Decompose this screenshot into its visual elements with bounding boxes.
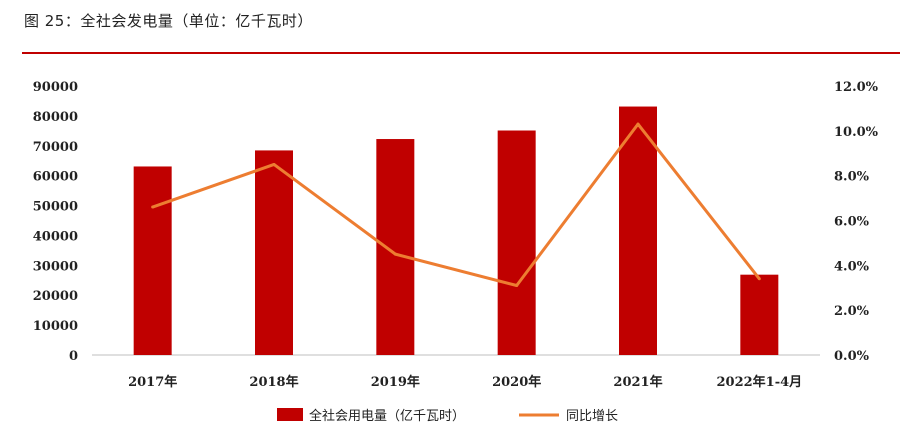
right-tick-label: 4.0% [834,259,870,274]
growth-line [152,122,761,288]
growth-point-2021年 [636,122,640,126]
right-tick-label: 10.0% [834,125,879,140]
figure-caption: 图 25：全社会发电量（单位：亿千瓦时） [24,12,313,30]
legend-bar-label: 全社会用电量（亿千瓦时） [309,408,465,423]
left-tick-label: 70000 [33,140,78,155]
right-tick-label: 8.0% [834,170,870,185]
growth-point-2019年 [393,252,397,256]
bar-2019年 [376,139,415,355]
right-tick-label: 0.0% [834,349,870,364]
left-tick-label: 20000 [33,289,78,304]
legend: 全社会用电量（亿千瓦时） 同比增长 [277,408,618,423]
x-axis-labels: 2017年 2018年 2019年 2020年 2021年 2022年1-4月 [128,374,802,390]
right-tick-label: 2.0% [834,304,870,319]
caption-divider [22,52,900,54]
bar-2021年 [619,106,657,355]
legend-bar-swatch [277,408,303,421]
bar-2017年 [133,166,172,355]
x-tick-label: 2022年1-4月 [716,374,802,390]
x-tick-label: 2019年 [371,374,420,390]
left-tick-label: 60000 [33,170,78,185]
left-tick-label: 90000 [33,80,78,95]
left-tick-label: 40000 [33,229,78,244]
left-axis: 0 10000 20000 30000 40000 50000 60000 70000 8000… [33,80,78,364]
right-tick-label: 6.0% [834,215,870,230]
bar-2022年1-4月 [740,274,779,355]
right-axis: 0.0% 2.0% 4.0% 6.0% 8.0% 10.0% 12.0% [834,80,879,364]
left-tick-label: 30000 [33,259,78,274]
bar-2018年 [255,150,293,355]
right-tick-label: 12.0% [834,80,879,95]
x-tick-label: 2020年 [492,374,541,390]
left-tick-label: 80000 [33,110,78,125]
x-tick-label: 2021年 [613,374,662,390]
x-tick-label: 2018年 [249,374,298,390]
x-tick-label: 2017年 [128,374,177,390]
legend-line-label: 同比增长 [566,409,618,423]
bar-series [133,106,779,355]
growth-point-2018年 [272,162,276,166]
growth-point-2017年 [151,205,155,209]
left-tick-label: 10000 [33,319,78,334]
left-tick-label: 50000 [33,200,78,215]
left-tick-label: 0 [69,349,78,364]
growth-point-2020年 [515,284,519,288]
line-series [151,122,761,288]
growth-point-2022年1-4月 [757,277,761,281]
bar-2020年 [497,130,536,355]
